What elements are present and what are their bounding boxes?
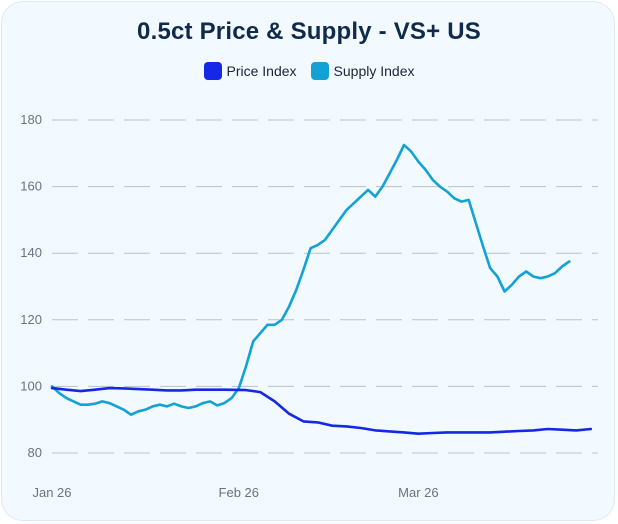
legend-label-price-index: Price Index: [226, 63, 297, 79]
legend-item-supply-index[interactable]: Supply Index: [310, 62, 415, 80]
y-tick-label: 160: [20, 179, 42, 194]
legend: Price Index Supply Index: [0, 62, 618, 80]
chart-title: 0.5ct Price & Supply - VS+ US: [137, 18, 481, 45]
y-tick-label: 140: [20, 245, 42, 260]
x-tick-label: Feb 26: [219, 485, 259, 500]
legend-item-price-index[interactable]: Price Index: [203, 62, 297, 80]
legend-label-supply-index: Supply Index: [333, 63, 415, 79]
x-tick-label: Mar 26: [398, 485, 438, 500]
y-tick-label: 120: [20, 312, 42, 327]
series-line-supply-index[interactable]: [50, 143, 571, 416]
x-tick-label: Jan 26: [32, 485, 71, 500]
y-tick-label: 180: [20, 112, 42, 127]
legend-swatch-supply-index: [310, 62, 329, 80]
series-line-price-index[interactable]: [50, 386, 593, 435]
y-tick-label: 100: [20, 378, 42, 393]
legend-swatch-price-index: [203, 62, 222, 80]
y-tick-label: 80: [28, 445, 42, 460]
